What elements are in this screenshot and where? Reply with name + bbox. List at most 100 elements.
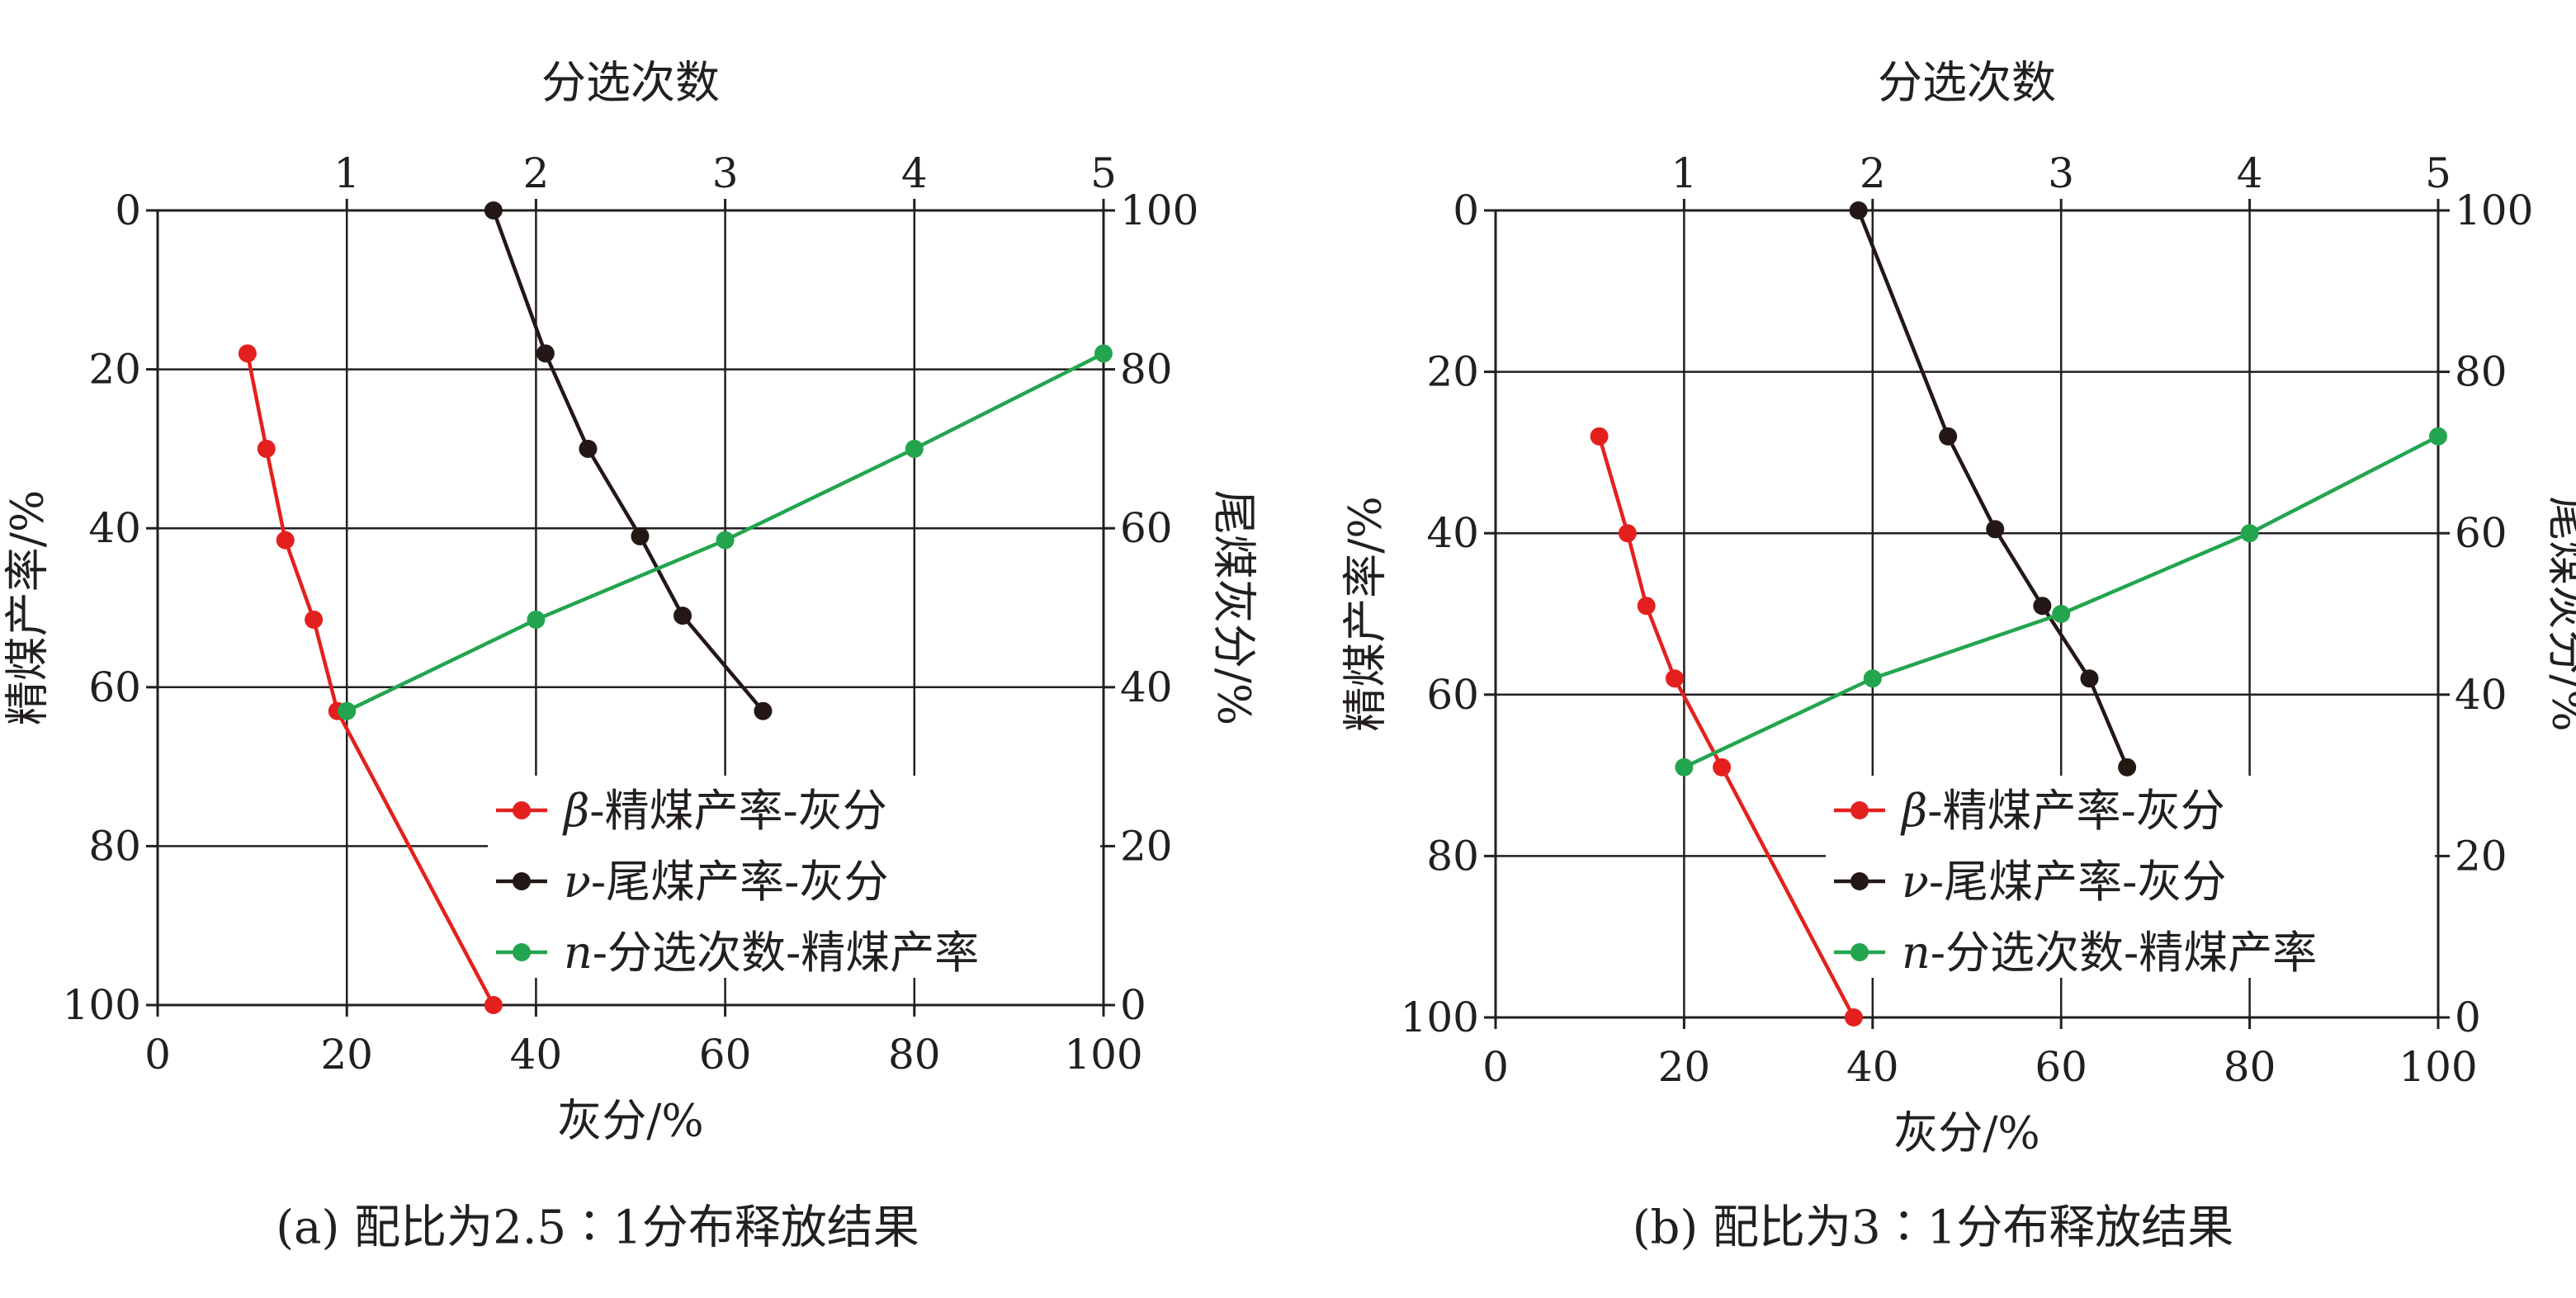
data-point-nu xyxy=(754,701,773,720)
y-right-tick-label: 100 xyxy=(1120,186,1198,234)
x-tick-label: 80 xyxy=(2224,1043,2276,1091)
y-left-tick-label: 60 xyxy=(88,663,141,711)
y-right-tick-label: 60 xyxy=(1120,504,1173,552)
legend-swatch-marker xyxy=(513,801,531,819)
legend-swatch-marker xyxy=(1850,801,1869,819)
data-point-beta xyxy=(1844,1008,1863,1027)
legend: β-精煤产率-灰分 ν-尾煤产率-灰分 n-分选次数-精煤产率 xyxy=(496,785,979,979)
legend-swatch-marker xyxy=(1850,943,1869,961)
x-tick-label: 60 xyxy=(2035,1043,2087,1091)
data-point-beta xyxy=(238,344,257,363)
data-point-n xyxy=(338,701,357,720)
y-left-tick-label: 40 xyxy=(88,504,141,552)
y-left-tick-label: 60 xyxy=(1426,671,1479,719)
data-point-nu xyxy=(674,607,692,625)
y-right-tick-label: 80 xyxy=(1120,346,1173,394)
series-nu xyxy=(1849,201,2137,776)
legend-swatch-marker xyxy=(513,943,531,961)
legend-symbol: n xyxy=(1902,927,1931,979)
legend-text: -尾煤产率-灰分 xyxy=(1929,856,2227,908)
legend-label: n-分选次数-精煤产率 xyxy=(564,927,979,979)
data-point-n xyxy=(716,531,735,550)
y-right-axis-title: 尾煤灰分/% xyxy=(2543,496,2576,732)
y-right-tick-label: 80 xyxy=(2455,348,2507,396)
x-tick-label: 0 xyxy=(1482,1043,1509,1091)
x-tick-label: 40 xyxy=(1846,1043,1899,1091)
legend-text: -精煤产率-灰分 xyxy=(589,785,887,837)
x-tick-label: 100 xyxy=(1064,1031,1142,1079)
tick-marks xyxy=(146,199,1115,1017)
data-point-nu xyxy=(1849,201,1868,219)
y-right-axis-title: 尾煤灰分/% xyxy=(1208,490,1260,726)
x-tick-label: 80 xyxy=(888,1031,941,1079)
legend-symbol: n xyxy=(564,927,593,979)
legend-label: ν-尾煤产率-灰分 xyxy=(564,856,888,908)
top-axis-title: 分选次数 xyxy=(1878,57,2056,109)
data-point-n xyxy=(527,610,546,629)
chart-panel-a: 0 20 40 60 80 100 1 2 3 4 5 0 20 40 60 80 100 100 80 60 40 20… xyxy=(2,57,1260,1255)
top-tick-label: 4 xyxy=(2237,149,2263,197)
legend-item-n: n-分选次数-精煤产率 xyxy=(1834,927,2317,979)
y-left-tick-label: 20 xyxy=(88,346,141,394)
x-tick-label: 20 xyxy=(320,1031,373,1079)
tick-marks xyxy=(1484,199,2450,1029)
data-point-nu xyxy=(1939,427,1958,446)
top-tick-label: 2 xyxy=(522,149,549,197)
plot-frame xyxy=(1494,209,2440,1019)
legend-label: β-精煤产率-灰分 xyxy=(1900,785,2225,837)
top-tick-label: 2 xyxy=(1860,149,1886,197)
series-line-nu xyxy=(1856,210,2129,768)
x-tick-label: 40 xyxy=(510,1031,563,1079)
y-left-axis-title: 精煤产率/% xyxy=(1340,496,1392,732)
legend-symbol: β xyxy=(1900,785,1927,837)
legend-item-nu: ν-尾煤产率-灰分 xyxy=(1834,856,2226,908)
legend-text: -分选次数-精煤产率 xyxy=(1931,927,2318,979)
series-beta xyxy=(1590,427,1863,1027)
x-tick-label: 60 xyxy=(699,1031,752,1079)
legend-symbol: ν xyxy=(1902,856,1929,908)
x-tick-label: 0 xyxy=(144,1031,171,1079)
data-point-n xyxy=(1675,758,1694,776)
y-right-tick-label: 20 xyxy=(2455,832,2507,880)
data-point-nu xyxy=(484,201,503,219)
data-point-beta xyxy=(276,531,295,550)
chart-panel-b: 0 20 40 60 80 100 1 2 3 4 5 0 20 40 60 80 100 100 80 60 40 20… xyxy=(1340,57,2576,1255)
legend-text: -分选次数-精煤产率 xyxy=(593,927,980,979)
data-point-nu xyxy=(631,526,650,545)
legend-item-beta: β-精煤产率-灰分 xyxy=(1834,785,2225,837)
legend-symbol: β xyxy=(562,785,589,837)
gridlines xyxy=(158,210,1104,1005)
top-axis-title: 分选次数 xyxy=(541,57,720,109)
series-n xyxy=(1675,427,2447,776)
top-tick-label: 4 xyxy=(901,149,928,197)
data-point-beta xyxy=(1665,669,1684,688)
plot-frame xyxy=(156,209,1105,1007)
y-right-tick-label: 60 xyxy=(2455,509,2507,557)
data-point-n xyxy=(905,439,924,458)
legend: β-精煤产率-灰分 ν-尾煤产率-灰分 n-分选次数-精煤产率 xyxy=(1834,785,2317,979)
y-left-tick-label: 0 xyxy=(1453,186,1479,234)
top-tick-label: 1 xyxy=(1671,149,1697,197)
data-point-n xyxy=(2240,524,2259,543)
legend-item-n: n-分选次数-精煤产率 xyxy=(496,927,979,979)
top-tick-label: 3 xyxy=(2048,149,2074,197)
y-right-tick-label: 0 xyxy=(1120,981,1146,1029)
legend-swatch-marker xyxy=(1850,872,1869,890)
legend-label: ν-尾煤产率-灰分 xyxy=(1902,856,2226,908)
series-beta xyxy=(238,344,503,1014)
y-left-tick-label: 80 xyxy=(1426,832,1479,880)
data-point-beta xyxy=(484,996,503,1014)
y-right-tick-label: 20 xyxy=(1120,822,1173,870)
data-point-n xyxy=(1094,344,1113,363)
top-tick-label: 1 xyxy=(333,149,360,197)
series-line-nu xyxy=(491,210,765,713)
data-point-nu xyxy=(579,439,598,458)
data-point-n xyxy=(1863,669,1882,688)
y-right-tick-label: 100 xyxy=(2455,186,2533,234)
data-point-nu xyxy=(2033,597,2052,616)
legend-item-beta: β-精煤产率-灰分 xyxy=(496,785,887,837)
top-tick-label: 5 xyxy=(1090,149,1117,197)
legend-text: -精煤产率-灰分 xyxy=(1927,785,2225,837)
series-nu xyxy=(484,201,773,720)
series-line-beta xyxy=(245,352,495,1007)
